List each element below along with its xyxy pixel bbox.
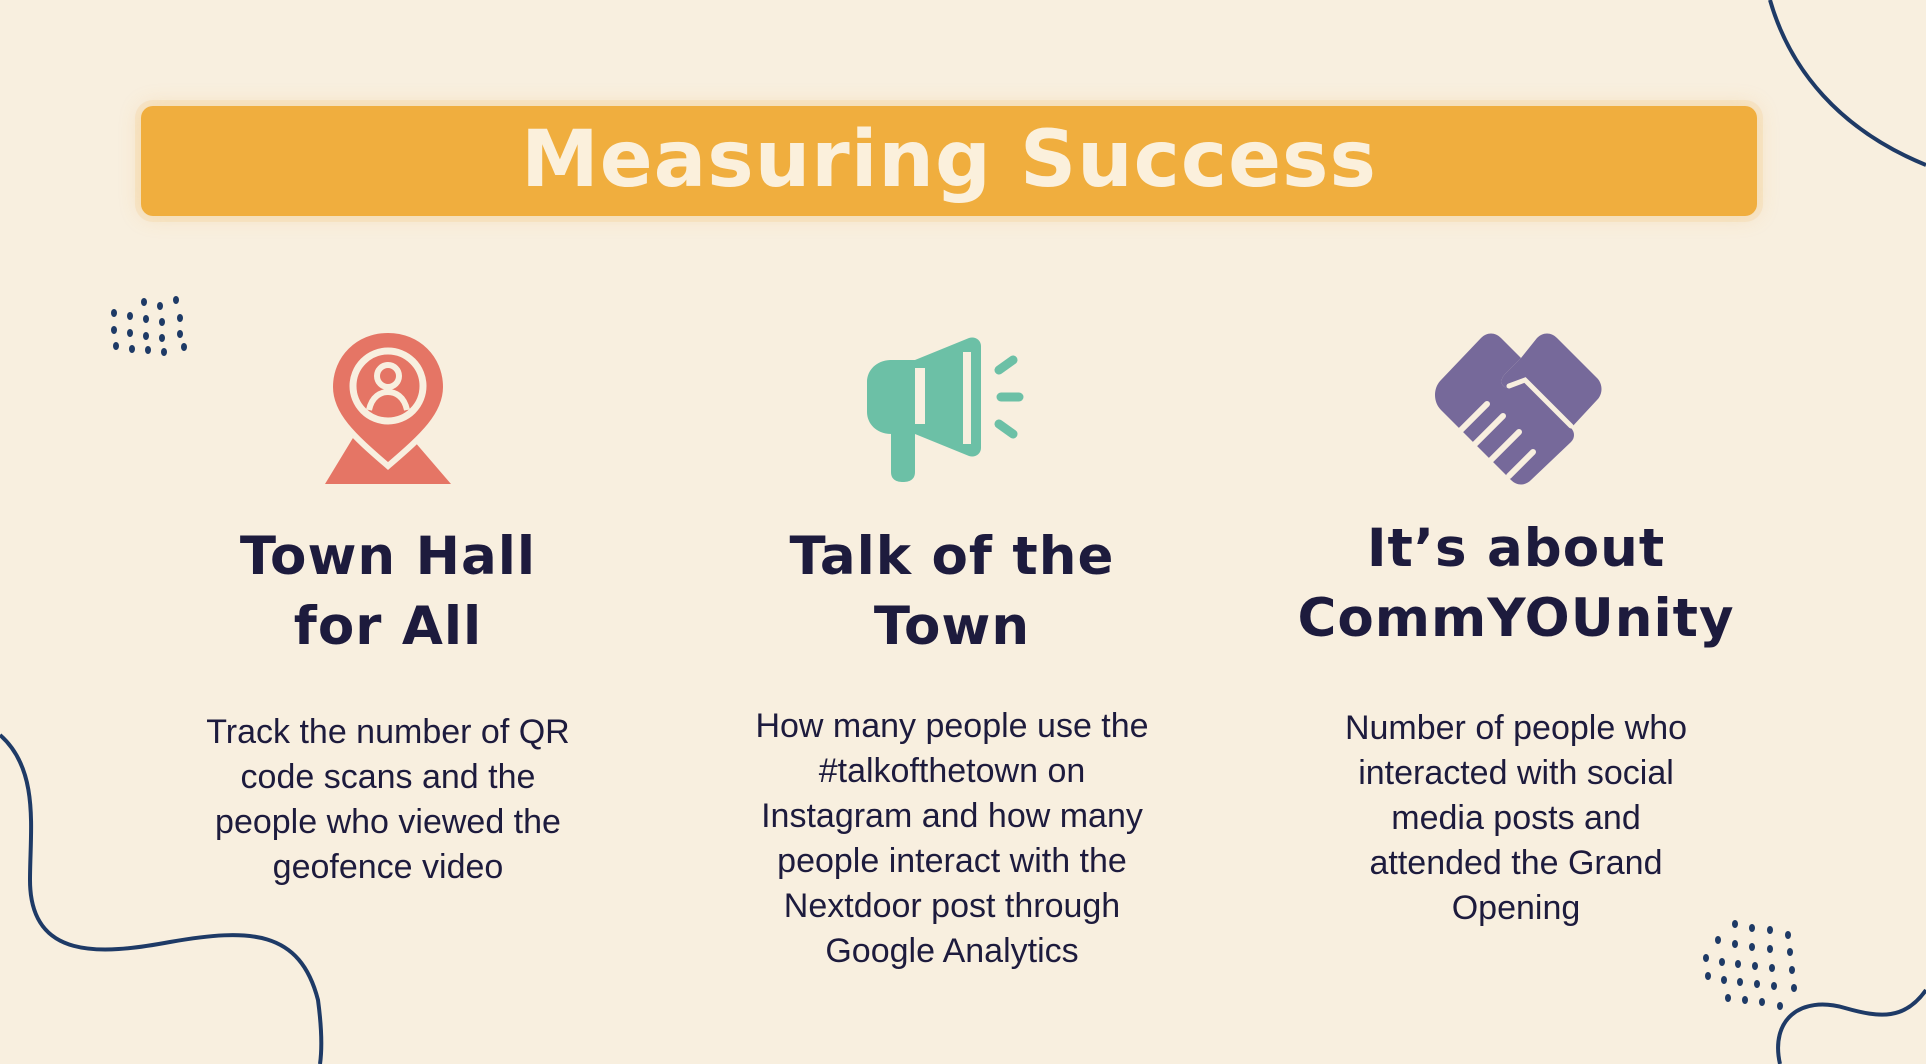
description-line: Number of people who — [1344, 709, 1688, 747]
megaphone-icon — [867, 337, 1024, 482]
description-line: geofence video — [272, 848, 504, 886]
description-line: Track the number of QR — [206, 713, 570, 751]
location-pin-person-icon — [325, 326, 451, 484]
heading-line: CommYOUnity — [1297, 588, 1735, 649]
description-line: interacted with social — [1358, 754, 1674, 792]
heading-line: Town Hall — [239, 526, 537, 587]
dot-cluster-top-left — [111, 296, 187, 356]
column-heading: It’s about CommYOUnity — [1256, 514, 1776, 654]
description-line: #talkofthetown on — [818, 752, 1086, 790]
description-line: media posts and — [1391, 799, 1641, 837]
handshake-icon — [1435, 333, 1602, 485]
column-heading: Town Hall for All — [128, 522, 648, 662]
heading-line: for All — [293, 596, 483, 657]
description-line: How many people use the — [755, 707, 1149, 745]
description-line: Instagram and how many — [761, 797, 1143, 835]
page-title: Measuring Success — [521, 115, 1377, 205]
bottom-right-wave — [1776, 988, 1926, 1064]
heading-line: Town — [873, 596, 1031, 657]
description-line: Nextdoor post through — [783, 887, 1121, 925]
description-line: Opening — [1451, 889, 1581, 927]
title-banner: Measuring Success — [141, 106, 1757, 216]
column-description: Track the number of QR code scans and th… — [128, 710, 648, 890]
dot-cluster-bottom-right — [1703, 920, 1797, 1010]
top-right-arc — [1768, 0, 1926, 167]
description-line: people who viewed the — [215, 803, 561, 841]
description-line: people interact with the — [777, 842, 1127, 880]
column-talk-of-the-town: Talk of the Town How many people use the… — [692, 320, 1212, 974]
bottom-left-wave — [0, 733, 324, 1064]
column-commyounity: It’s about CommYOUnity Number of people … — [1256, 320, 1776, 931]
column-description: Number of people who interacted with soc… — [1256, 706, 1776, 931]
column-heading: Talk of the Town — [692, 522, 1212, 662]
heading-line: Talk of the — [789, 526, 1115, 587]
description-line: attended the Grand — [1369, 844, 1663, 882]
column-description: How many people use the #talkofthetown o… — [692, 704, 1212, 974]
description-line: Google Analytics — [825, 932, 1079, 970]
column-town-hall: Town Hall for All Track the number of QR… — [128, 320, 648, 890]
description-line: code scans and the — [240, 758, 536, 796]
heading-line: It’s about — [1366, 518, 1666, 579]
